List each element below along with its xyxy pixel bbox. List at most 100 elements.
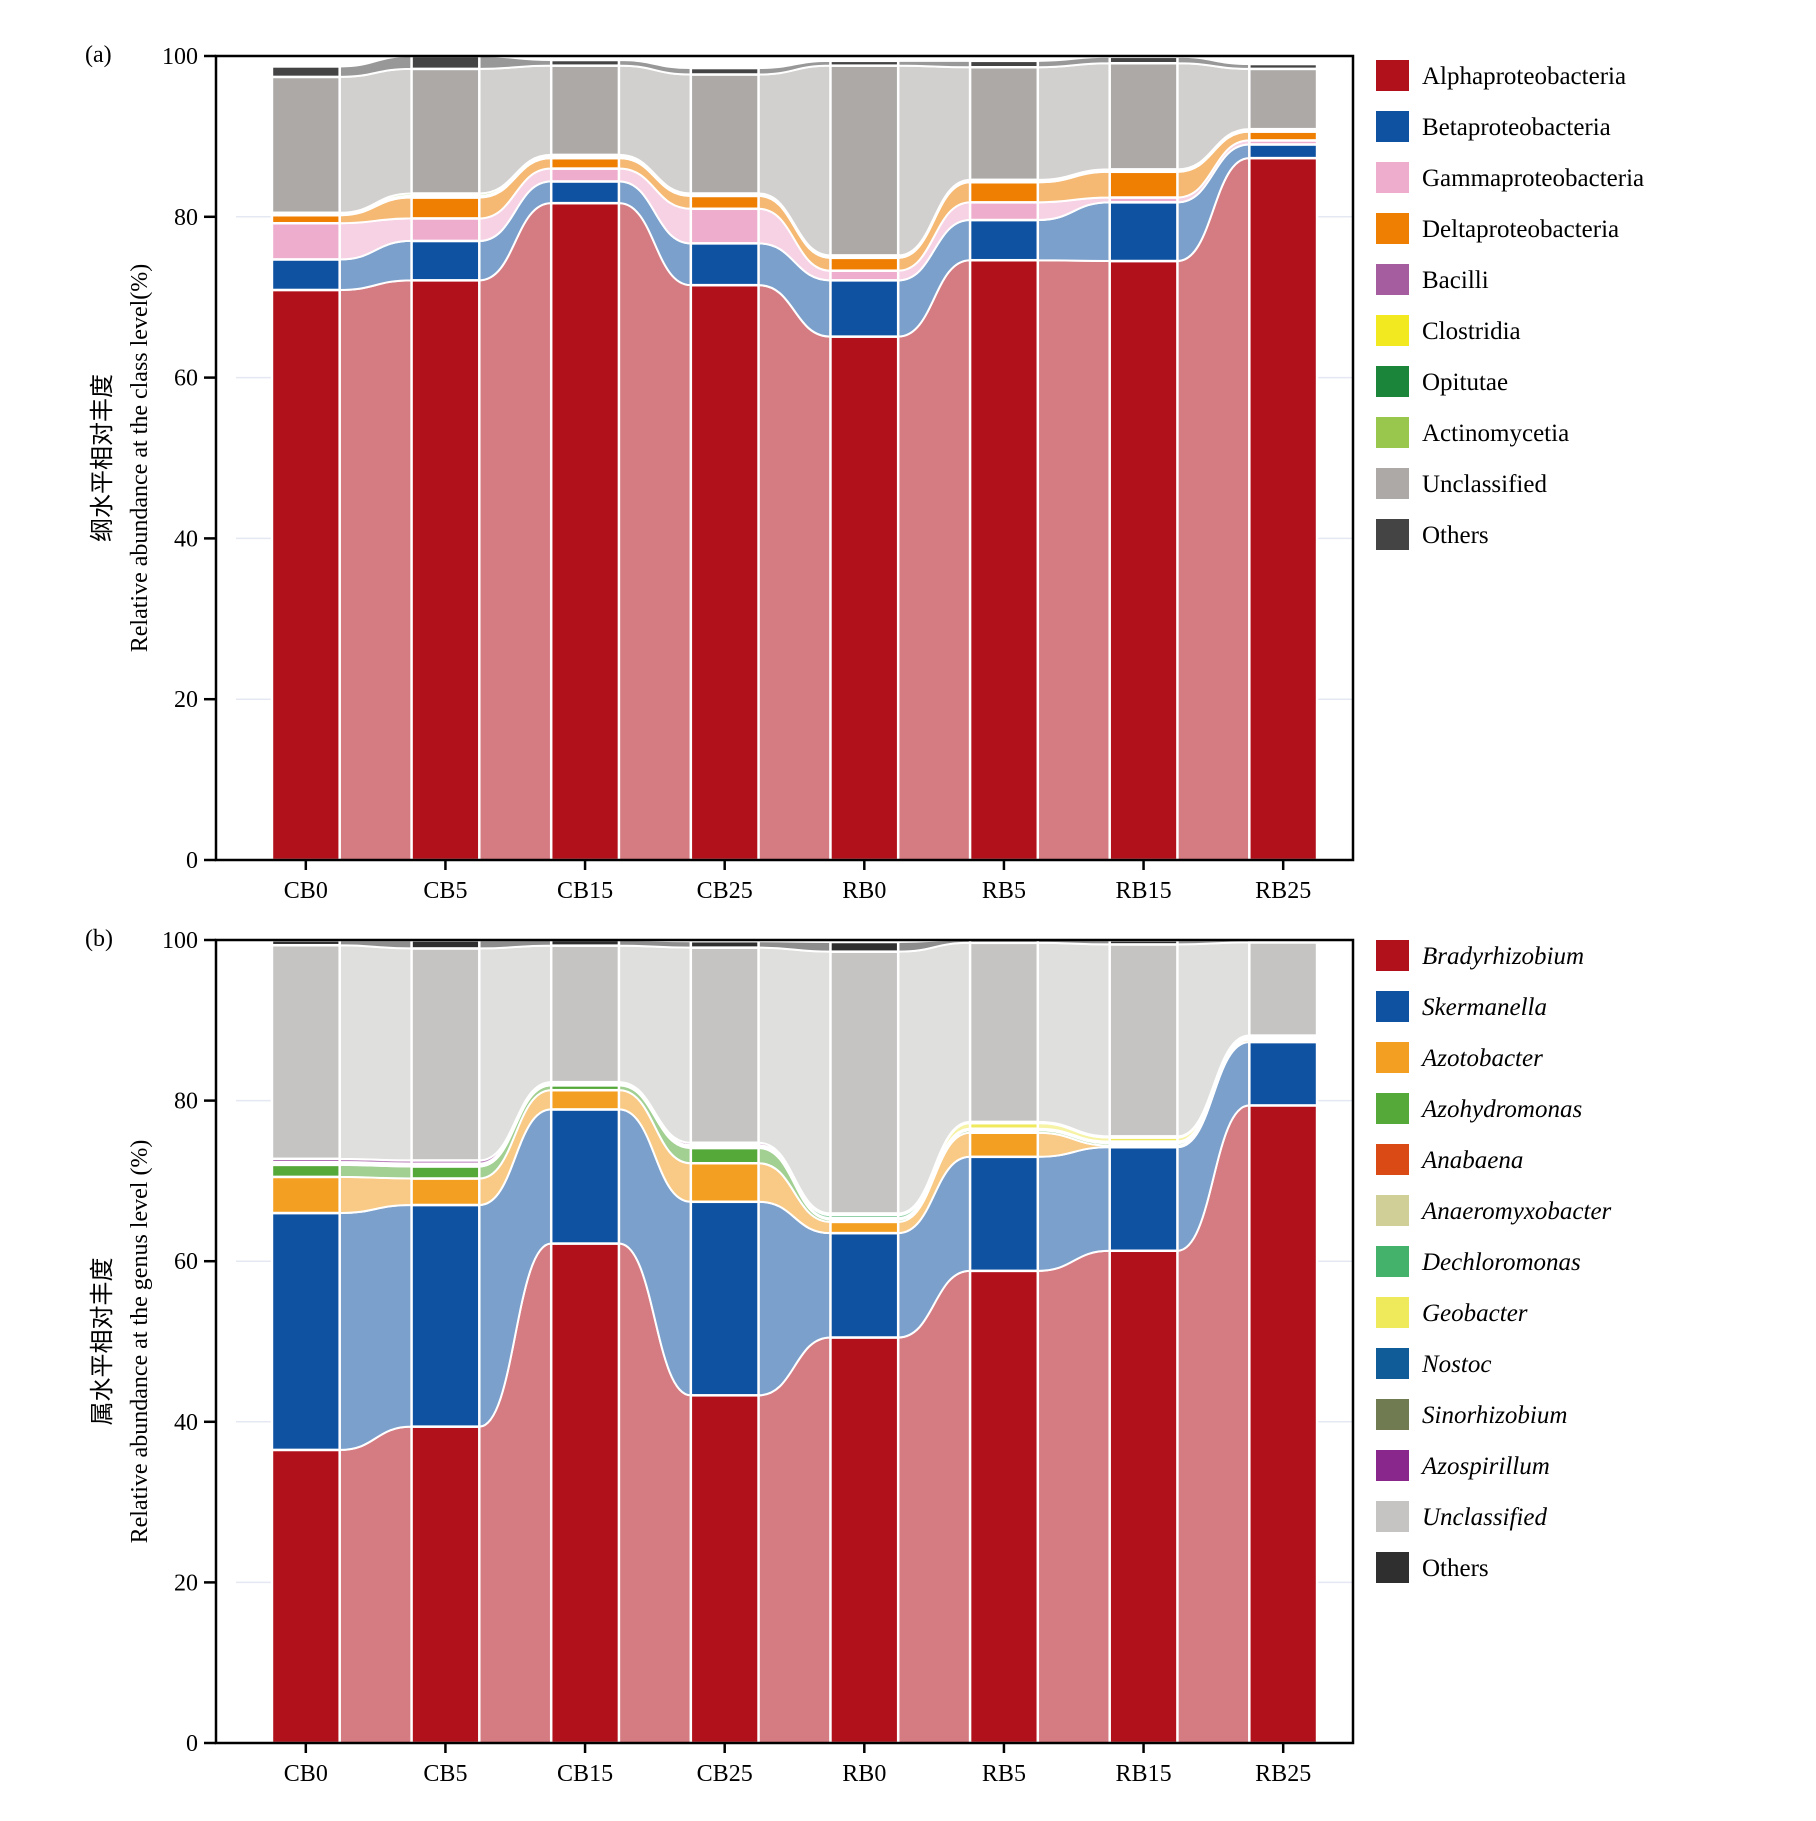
y-tick-label: 60 <box>174 1249 198 1275</box>
legend-label: Deltaproteobacteria <box>1422 216 1619 243</box>
flow-unclassified-rb5-to-rb15 <box>1036 941 1111 1138</box>
bar-segment-unclassified-cb25 <box>689 73 760 195</box>
legend-item-deltaproteobacteria: Deltaproteobacteria <box>1376 213 1619 244</box>
legend-item-azospirillum: Azospirillum <box>1376 1450 1550 1481</box>
legend-item-unclassified: Unclassified <box>1376 468 1547 499</box>
legend-item-dechloromonas: Dechloromonas <box>1376 1246 1581 1277</box>
panel-a-label: (a) <box>85 42 112 68</box>
bar-segment-alphaproteobacteria-cb15 <box>549 201 621 862</box>
bar-segment-bradyrhizobium-rb0 <box>829 1336 900 1745</box>
bar-segment-others-rb15 <box>1108 55 1179 65</box>
bar-segment-others-cb25 <box>689 939 760 949</box>
bar-segment-unclassified-cb15 <box>549 64 621 157</box>
bar-segment-betaproteobacteria-cb0 <box>270 258 341 292</box>
x-tick-label-cb5: CB5 <box>423 878 467 904</box>
legend-label: Alphaproteobacteria <box>1422 63 1626 90</box>
bar-segment-bradyrhizobium-cb25 <box>689 1394 760 1745</box>
legend-swatch <box>1376 991 1409 1022</box>
flow-bradyrhizobium-rb5-to-rb15 <box>1036 1249 1111 1745</box>
bar-segment-unclassified-cb5 <box>410 67 481 195</box>
legend-item-clostridia: Clostridia <box>1376 315 1521 346</box>
legend-item-betaproteobacteria: Betaproteobacteria <box>1376 111 1611 142</box>
flow-alphaproteobacteria-rb15-to-rb25 <box>1176 157 1251 862</box>
bar-segment-betaproteobacteria-rb0 <box>829 279 900 338</box>
legend-label: Bacilli <box>1422 267 1489 294</box>
bar-segment-bradyrhizobium-rb15 <box>1108 1249 1179 1745</box>
y-tick-label: 40 <box>174 1410 198 1436</box>
flow-alphaproteobacteria-cb25-to-rb0 <box>757 284 832 862</box>
bar-segment-gammaproteobacteria-rb5 <box>968 201 1040 222</box>
bar-segment-deltaproteobacteria-cb5 <box>410 196 481 220</box>
bar-segment-azotobacter-cb5 <box>410 1177 481 1207</box>
legend-swatch <box>1376 1348 1409 1379</box>
legend-item-geobacter: Geobacter <box>1376 1297 1528 1328</box>
bar-segment-alphaproteobacteria-cb0 <box>270 288 341 862</box>
flow-alphaproteobacteria-cb0-to-cb5 <box>338 279 413 862</box>
bar-segment-unclassified-cb0 <box>270 943 341 1161</box>
legend-swatch <box>1376 1297 1409 1328</box>
flow-unclassified-cb0-to-cb5 <box>338 944 413 1162</box>
legend-item-azohydromonas: Azohydromonas <box>1376 1093 1582 1124</box>
bar-segment-unclassified-rb0 <box>829 950 900 1215</box>
legend-item-nostoc: Nostoc <box>1376 1348 1491 1379</box>
legend-item-others: Others <box>1376 1552 1489 1583</box>
legend-label: Opitutae <box>1422 369 1508 396</box>
y-tick-label: 80 <box>174 1089 198 1115</box>
flow-bradyrhizobium-cb25-to-rb0 <box>757 1336 832 1745</box>
bar-segment-betaproteobacteria-rb15 <box>1108 201 1179 263</box>
legend-item-anabaena: Anabaena <box>1376 1144 1523 1175</box>
bar-segment-others-cb15 <box>549 58 621 67</box>
x-tick-label-rb25: RB25 <box>1255 1761 1311 1787</box>
bar-segment-others-rb0 <box>829 59 900 67</box>
legend-label: Azospirillum <box>1420 1453 1550 1480</box>
flow-bradyrhizobium-cb0-to-cb5 <box>338 1425 413 1745</box>
bar-segment-others-rb0 <box>829 940 900 953</box>
bar-segment-unclassified-rb0 <box>829 64 900 257</box>
x-tick-label-cb25: CB25 <box>697 878 753 904</box>
y-tick-label: 100 <box>162 44 198 70</box>
legend-swatch <box>1376 1246 1409 1277</box>
bar-segment-skermanella-rb5 <box>968 1155 1040 1273</box>
legend-item-unclassified: Unclassified <box>1376 1501 1547 1532</box>
legend-swatch <box>1376 1093 1409 1124</box>
bar-segment-unclassified-rb25 <box>1248 67 1319 131</box>
x-tick-label-rb0: RB0 <box>842 1761 886 1787</box>
x-tick-label-cb25: CB25 <box>697 1761 753 1787</box>
legend-swatch <box>1376 417 1409 448</box>
y-tick-label: 60 <box>174 366 198 392</box>
bar-segment-skermanella-rb25 <box>1248 1040 1319 1107</box>
panel-a-y-axis-title: Relative abundance at the class level(%) <box>127 264 153 653</box>
legend-label: Geobacter <box>1422 1300 1528 1327</box>
bar-segment-gammaproteobacteria-rb0 <box>829 269 900 282</box>
x-tick-label-rb15: RB15 <box>1116 1761 1172 1787</box>
bar-segment-others-rb5 <box>968 59 1040 69</box>
legend-item-alphaproteobacteria: Alphaproteobacteria <box>1376 60 1626 91</box>
bar-segment-unclassified-cb0 <box>270 75 341 215</box>
legend-swatch <box>1376 264 1409 295</box>
legend-item-bradyrhizobium: Bradyrhizobium <box>1376 940 1584 971</box>
bar-segment-alphaproteobacteria-rb15 <box>1108 259 1179 862</box>
y-tick-label: 0 <box>186 1731 198 1757</box>
x-tick-label-rb15: RB15 <box>1116 878 1172 904</box>
flow-unclassified-cb0-to-cb5 <box>338 67 413 214</box>
bar-segment-deltaproteobacteria-rb15 <box>1108 170 1179 199</box>
legend-swatch <box>1376 213 1409 244</box>
bar-segment-azotobacter-cb15 <box>549 1088 621 1111</box>
bar-segment-others-cb5 <box>410 54 481 71</box>
legend-label: Unclassified <box>1422 1504 1547 1531</box>
panel-b-y-axis-title-cn: 属水平相对丰度 <box>89 1258 116 1426</box>
bar-segment-alphaproteobacteria-cb25 <box>689 283 760 862</box>
x-tick-label-rb0: RB0 <box>842 878 886 904</box>
panel-a-y-axis-title-cn: 纲水平相对丰度 <box>89 374 116 542</box>
legend-item-anaeromyxobacter: Anaeromyxobacter <box>1376 1195 1612 1226</box>
x-tick-label-rb5: RB5 <box>982 878 1026 904</box>
bar-segment-bradyrhizobium-cb0 <box>270 1448 341 1745</box>
y-tick-label: 100 <box>162 928 198 954</box>
y-tick-label: 80 <box>174 205 198 231</box>
flow-skermanella-rb5-to-rb15 <box>1036 1146 1111 1272</box>
bar-segment-gammaproteobacteria-cb0 <box>270 221 341 261</box>
legend-swatch <box>1376 60 1409 91</box>
bar-segment-unclassified-rb5 <box>968 66 1040 182</box>
legend-swatch <box>1376 468 1409 499</box>
legend-label: Azotobacter <box>1420 1045 1543 1072</box>
